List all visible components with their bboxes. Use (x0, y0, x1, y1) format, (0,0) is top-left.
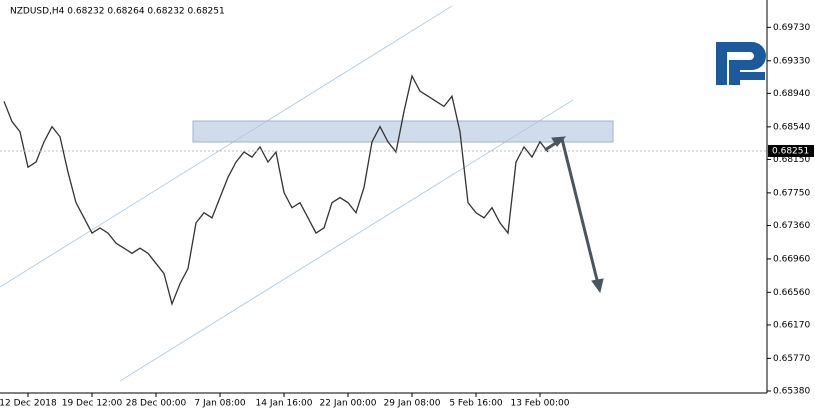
logo (716, 42, 766, 85)
y-tick-label: 0.65380 (773, 386, 810, 396)
x-tick-label: 7 Jan 08:00 (194, 399, 246, 409)
x-tick-label: 14 Jan 16:00 (256, 399, 313, 409)
y-tick-label: 0.66960 (773, 254, 810, 264)
price-line (3, 74, 549, 307)
y-tick-label: 0.68940 (773, 89, 810, 99)
channel-lower (119, 99, 574, 382)
y-tick-label: 0.66170 (773, 320, 810, 330)
y-tick-label: 0.69730 (773, 23, 810, 33)
y-tick-label: 0.68540 (773, 122, 810, 132)
x-tick-label: 12 Dec 2018 (0, 399, 57, 409)
chart-title: NZDUSD,H4 0.68232 0.68264 0.68232 0.6825… (10, 7, 225, 17)
y-tick-label: 0.68150 (773, 155, 810, 165)
x-tick-label: 19 Dec 12:00 (62, 399, 123, 409)
current-price-label: 0.68251 (772, 146, 809, 156)
resistance-zone (192, 120, 614, 143)
y-tick-label: 0.67750 (773, 188, 810, 198)
y-tick-label: 0.69330 (773, 56, 810, 66)
current-price-box (768, 144, 814, 157)
x-tick-label: 22 Jan 00:00 (320, 399, 377, 409)
y-tick-label: 0.66560 (773, 288, 810, 298)
y-tick-label: 0.65770 (773, 354, 810, 364)
x-tick-label: 29 Jan 08:00 (384, 399, 441, 409)
forecast-arrow (544, 136, 604, 294)
channel-upper (0, 5, 453, 288)
x-tick-label: 28 Dec 00:00 (126, 399, 187, 409)
x-tick-label: 13 Feb 00:00 (510, 399, 569, 409)
x-tick-label: 5 Feb 16:00 (449, 399, 503, 409)
y-tick-label: 0.67360 (773, 221, 810, 231)
